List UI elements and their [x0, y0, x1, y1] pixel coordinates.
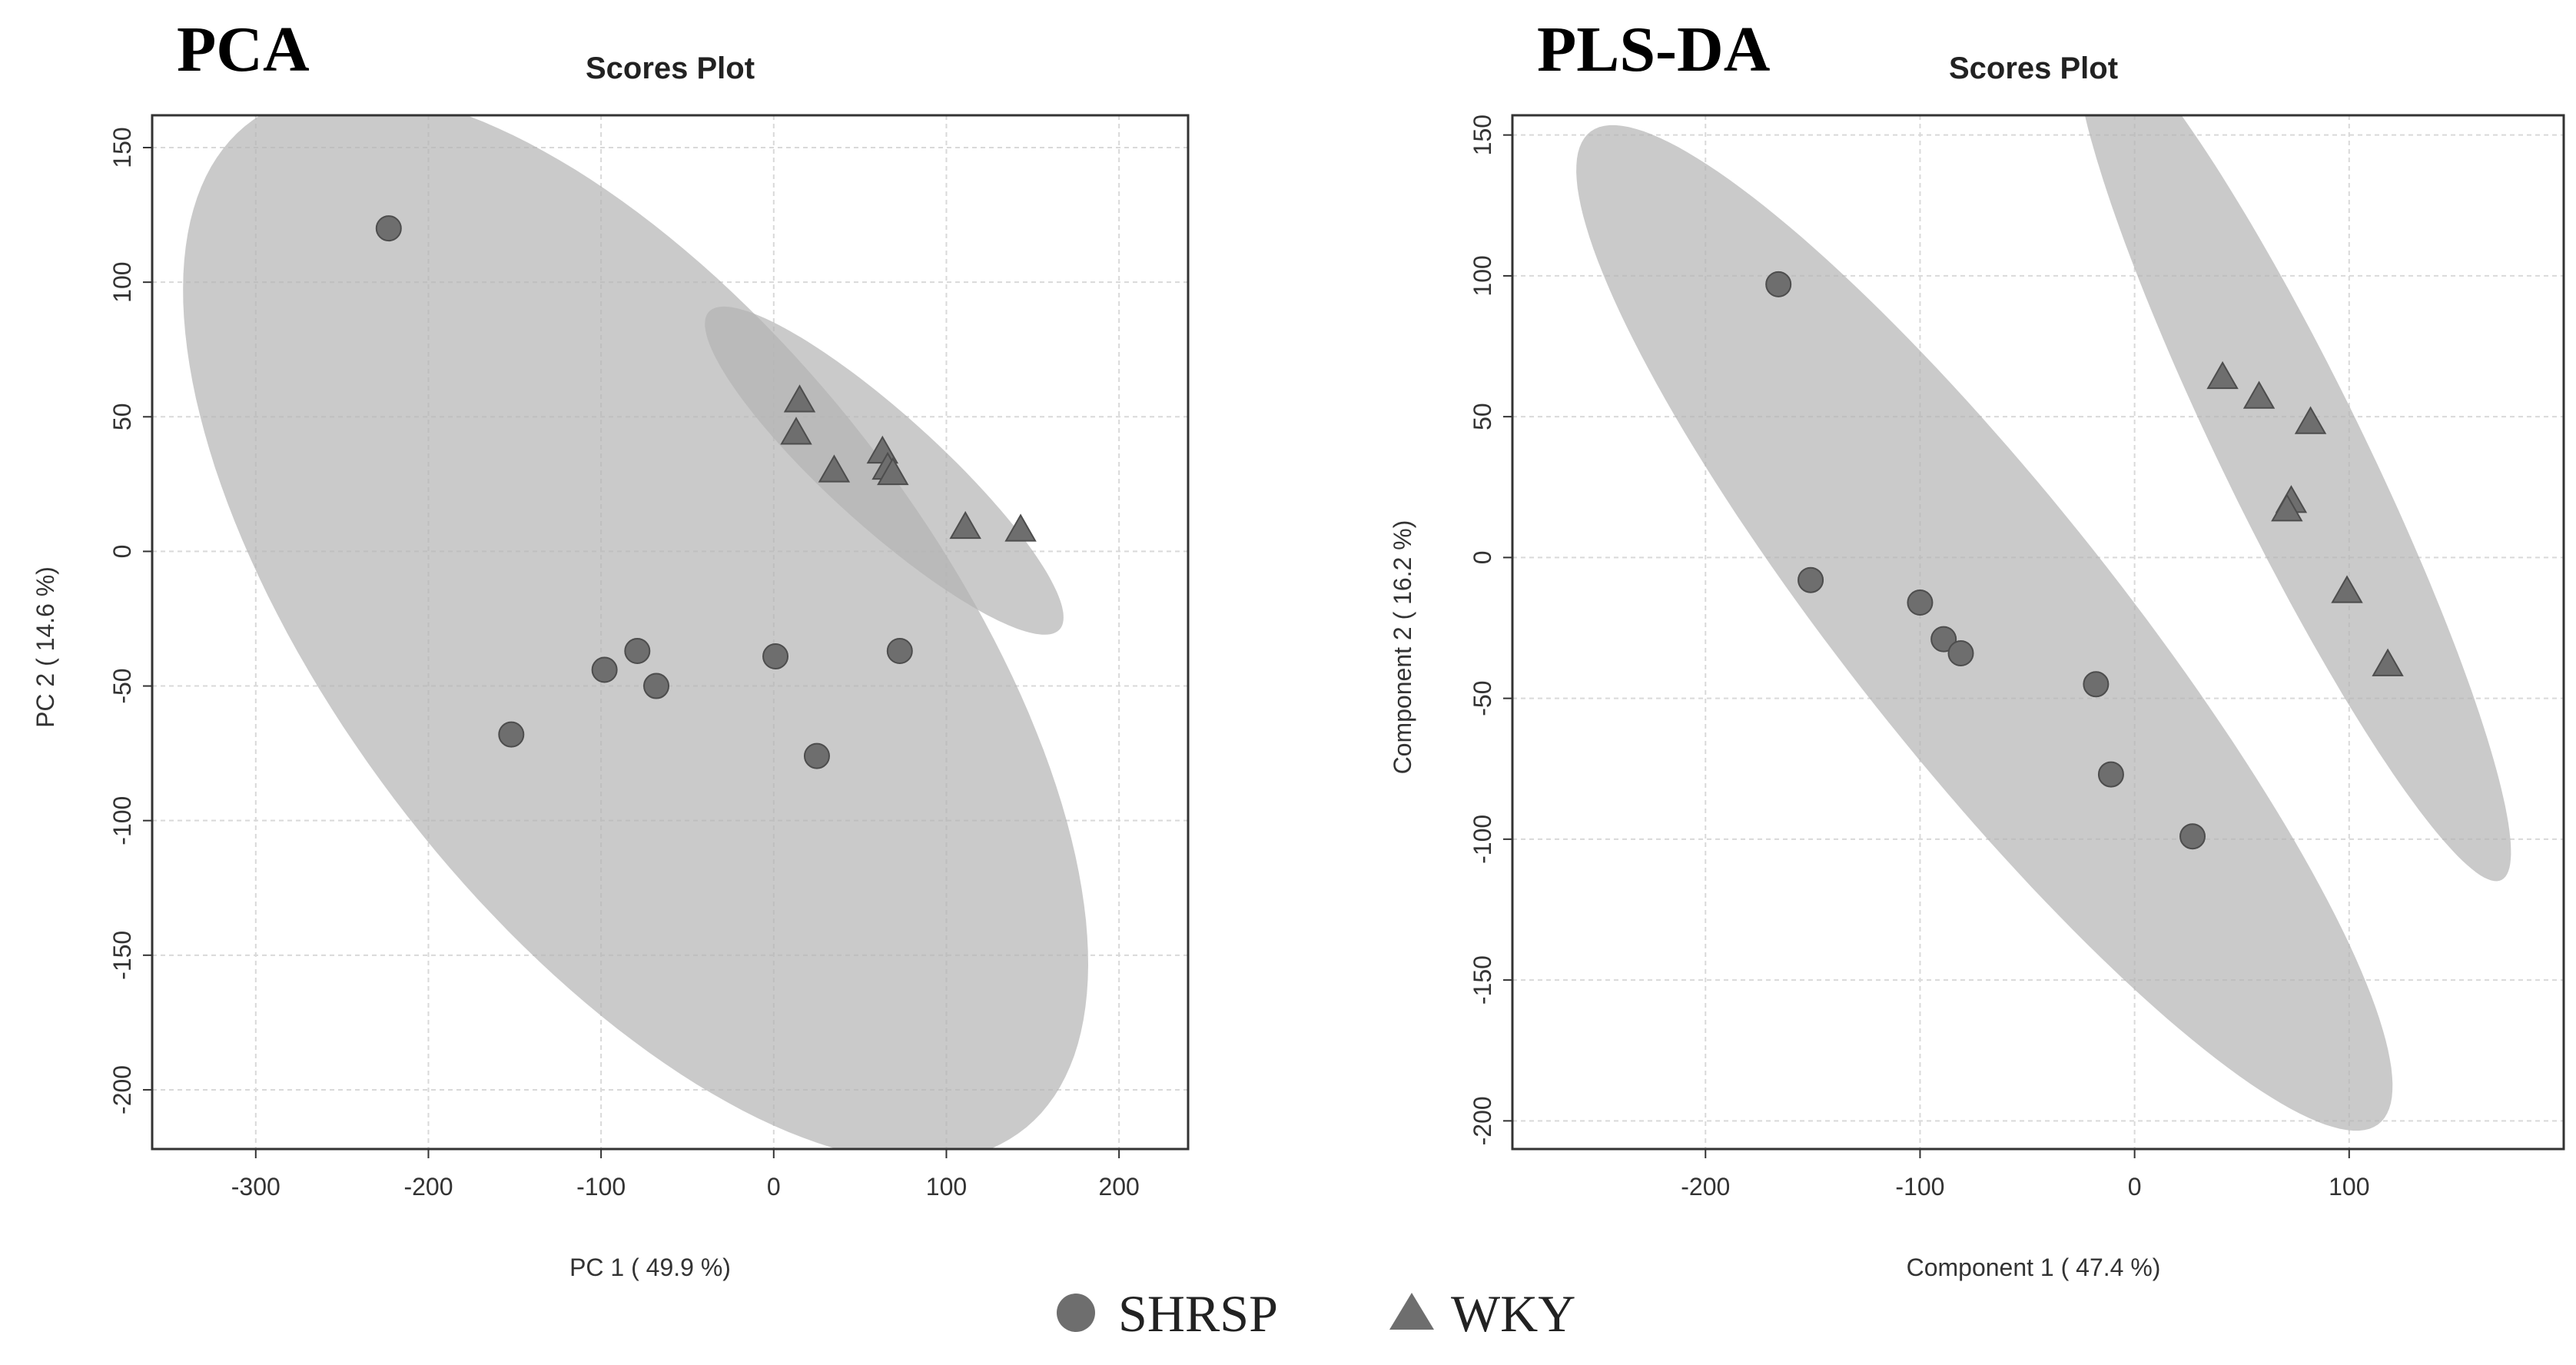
plsda-y-tick-label: 50	[1469, 403, 1496, 430]
plsda-plot-title: Scores Plot	[1949, 51, 2118, 85]
legend-triangle-marker	[1389, 1293, 1434, 1330]
pca-point-shrsp	[624, 638, 651, 665]
legend: SHRSP WKY	[1057, 1284, 1575, 1343]
pca-x-tick-label: 0	[767, 1173, 781, 1201]
pca-point-shrsp	[762, 643, 789, 670]
plsda-panel-title: PLS-DA	[1537, 14, 1771, 85]
pca-x-tick-label: -100	[576, 1173, 626, 1201]
pca-point-shrsp	[643, 673, 670, 699]
plsda-x-tick-label: -100	[1895, 1173, 1944, 1201]
pca-x-tick-label: 200	[1098, 1173, 1139, 1201]
plsda-x-tick-label: -200	[1681, 1173, 1730, 1201]
plsda-ellipse-shrsp	[1576, 125, 2393, 1131]
plsda-x-tick-label: 0	[2128, 1173, 2142, 1201]
pca-y-tick-label: -200	[108, 1065, 136, 1114]
pca-plot-title: Scores Plot	[586, 51, 755, 85]
pca-point-wky	[818, 454, 851, 483]
plsda-y-tick-label: -50	[1469, 680, 1496, 716]
plsda-panel: PLS-DA Scores Plot -200 -100 0 100-200-150-…	[1389, 14, 2565, 1281]
pca-y-tick-label: 100	[108, 261, 136, 302]
pca-point-shrsp	[886, 638, 913, 665]
pca-x-axis-label: PC 1 ( 49.9 %)	[569, 1254, 731, 1281]
plsda-x-tick-label: 100	[2329, 1173, 2369, 1201]
pca-x-tick-label: 100	[926, 1173, 967, 1201]
pca-panel-title: PCA	[177, 14, 310, 85]
plsda-point-wky	[2331, 575, 2363, 603]
plsda-y-axis-label: Component 2 ( 16.2 %)	[1389, 520, 1416, 775]
pca-point-shrsp	[591, 656, 618, 683]
plsda-plot-area: -200 -100 0 100 -200 -150 -100 -50 0 50 100 150	[1469, 114, 2565, 1201]
pca-y-tick-label: 150	[108, 127, 136, 168]
plsda-point-shrsp	[1947, 639, 1974, 666]
pca-point-wky	[877, 457, 909, 486]
pca-plot-frame	[151, 114, 1190, 1151]
plsda-y-tick-label: 100	[1469, 255, 1496, 296]
pca-ellipse-shrsp	[183, 115, 1088, 1149]
pca-point-shrsp	[803, 742, 830, 769]
plsda-y-tick-label: -100	[1469, 815, 1496, 864]
pca-point-shrsp	[375, 215, 402, 242]
plsda-point-shrsp	[1907, 590, 1934, 616]
plsda-y-tick-label: 150	[1469, 115, 1496, 155]
pca-x-tick-label: -300	[231, 1173, 281, 1201]
pca-y-tick-label: -100	[108, 796, 136, 845]
plsda-plot-frame	[1511, 114, 2565, 1151]
pca-point-wky	[780, 417, 812, 445]
pca-point-wky	[1004, 513, 1037, 542]
pca-y-tick-label: -50	[108, 668, 136, 703]
plsda-point-wky	[2242, 380, 2276, 409]
plsda-point-wky	[2206, 360, 2239, 390]
pca-x-tick-label: -200	[403, 1173, 453, 1201]
plsda-point-shrsp	[1798, 566, 1824, 593]
plsda-point-wky	[2271, 493, 2303, 522]
plsda-point-wky	[2372, 648, 2404, 676]
plsda-point-shrsp	[1765, 271, 1792, 297]
pca-point-wky	[783, 384, 816, 413]
pca-point-shrsp	[498, 721, 525, 748]
plsda-point-wky	[2294, 406, 2327, 434]
pca-point-wky	[949, 510, 981, 540]
plsda-y-tick-label: -150	[1469, 955, 1496, 1005]
pca-y-axis-label: PC 2 ( 14.6 %)	[32, 566, 59, 728]
pca-panel: PCA Scores Plot -300 -200 -100 0 100 200-200-…	[32, 14, 1190, 1281]
pca-plot-area: -300 -200 -100 0 100 200 -200 -150 -100 -50 0 50 100…	[108, 114, 1190, 1201]
pca-y-tick-label: 0	[108, 545, 136, 559]
legend-label-shrsp: SHRSP	[1118, 1284, 1278, 1343]
plsda-point-shrsp	[1930, 626, 1957, 653]
legend-label-wky: WKY	[1451, 1284, 1575, 1343]
plsda-point-shrsp	[2179, 823, 2206, 850]
plsda-point-shrsp	[2083, 671, 2110, 698]
plsda-y-tick-label: -200	[1469, 1096, 1496, 1145]
plsda-point-shrsp	[2097, 761, 2124, 788]
plsda-y-tick-label: 0	[1469, 550, 1496, 564]
legend-circle-marker	[1057, 1294, 1095, 1332]
plsda-x-axis-label: Component 1 ( 47.4 %)	[1907, 1254, 2161, 1281]
pca-y-tick-label: -150	[108, 931, 136, 980]
pca-y-tick-label: 50	[108, 403, 136, 430]
